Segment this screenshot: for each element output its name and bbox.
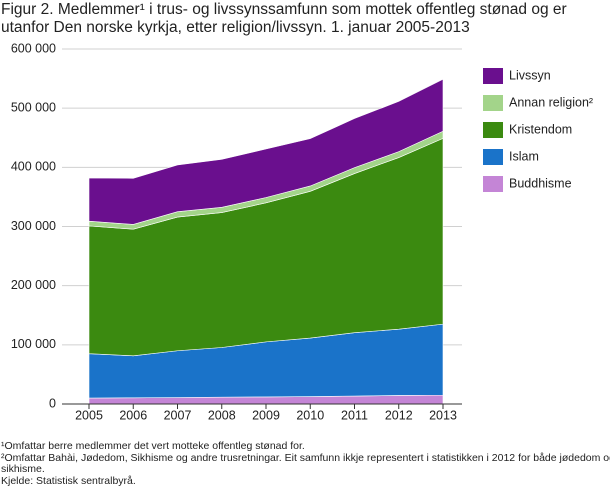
- legend-label: Buddhisme: [509, 176, 572, 190]
- chart-title: Figur 2. Medlemmer¹ i trus- og livssynss…: [1, 1, 567, 36]
- legend-swatch: [483, 95, 503, 111]
- y-tick-label: 300 000: [11, 219, 56, 233]
- x-tick-label: 2009: [252, 408, 280, 422]
- note: ¹Omfattar berre medlemmer det vert motte…: [1, 440, 305, 452]
- x-tick-label: 2011: [341, 408, 368, 422]
- note: ²Omfattar Bahài, Jødedom, Sikhisme og an…: [1, 451, 610, 475]
- y-tick-label: 200 000: [11, 278, 56, 292]
- x-tick-label: 2010: [296, 408, 324, 422]
- x-tick-label: 2005: [75, 408, 103, 422]
- legend-swatch: [483, 176, 503, 192]
- y-tick-label: 500 000: [11, 100, 56, 114]
- y-tick-label: 400 000: [11, 160, 56, 174]
- x-tick-label: 2008: [208, 408, 236, 422]
- x-tick-label: 2012: [385, 408, 413, 422]
- y-tick-label: 0: [49, 396, 56, 410]
- note: Kjelde: Statistisk sentralbyrå.: [1, 474, 136, 487]
- y-tick-label: 600 000: [11, 41, 56, 55]
- legend-swatch: [483, 122, 503, 138]
- x-tick-label: 2007: [164, 408, 192, 422]
- legend-label: Annan religion²: [509, 95, 593, 109]
- legend-swatch: [483, 149, 503, 165]
- notes: ¹Omfattar berre medlemmer det vert motte…: [1, 440, 610, 487]
- legend-label: Islam: [509, 149, 539, 163]
- legend-swatch: [483, 68, 503, 84]
- legend-label: Kristendom: [509, 122, 572, 136]
- x-tick-label: 2013: [429, 408, 457, 422]
- y-tick-label: 100 000: [11, 337, 56, 351]
- area: [88, 78, 444, 225]
- x-tick-label: 2006: [119, 408, 147, 422]
- legend-label: Livssyn: [509, 68, 551, 82]
